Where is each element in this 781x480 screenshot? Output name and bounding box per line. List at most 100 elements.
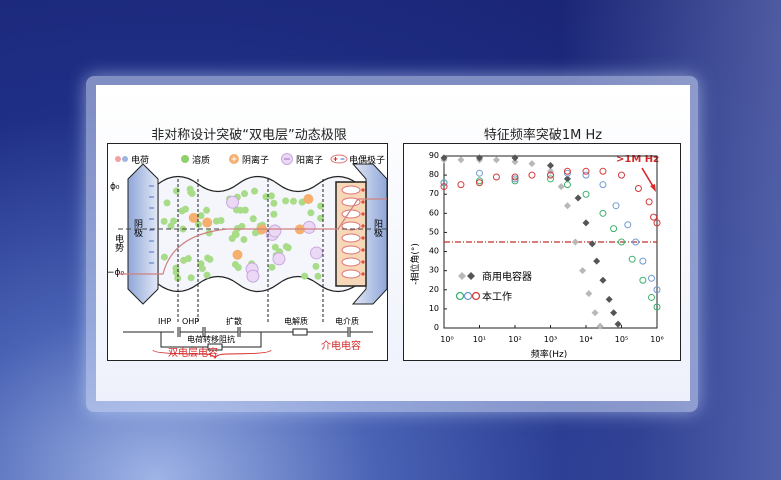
solute-particle (172, 187, 180, 195)
surface-charge (361, 260, 365, 264)
data-point (579, 267, 587, 275)
solute-particle (238, 222, 246, 230)
y-tick-label: 10 (429, 304, 439, 313)
y-tick-label: 60 (429, 208, 439, 217)
solute-particle (237, 206, 245, 214)
data-point (653, 219, 661, 227)
solute-particle (301, 272, 309, 280)
solute-particle (270, 199, 278, 207)
data-point (476, 169, 483, 177)
y-tick-label: 70 (429, 189, 439, 198)
dipole (341, 257, 361, 267)
legend-marker-diamond (458, 272, 466, 280)
y-axis-label: -相位角(°) (409, 243, 421, 285)
data-point (585, 290, 593, 298)
anion-particle (232, 249, 243, 260)
legend-label-commercial: 商用电容器 (482, 270, 532, 283)
legend-label-this-work: 本工作 (482, 290, 512, 303)
solute-particle (267, 192, 275, 200)
solute-particle (212, 217, 220, 225)
data-point (599, 209, 607, 217)
annotation-arrowhead (650, 184, 656, 192)
data-point (440, 154, 448, 162)
data-point (511, 177, 519, 185)
solute-particle (289, 197, 297, 205)
edl-capacitance-label: 双电层电容 (168, 348, 218, 359)
data-point (563, 181, 571, 189)
surface-charge (361, 212, 365, 216)
data-point (653, 286, 661, 294)
phi-bottom-label: −ϕ₀ (108, 268, 124, 278)
solute-particle (240, 235, 248, 243)
surface-charge (361, 236, 365, 240)
charge-transfer-label: 电荷转移阻抗 (187, 334, 235, 344)
solute-particle (197, 260, 205, 268)
data-point (610, 225, 618, 233)
solute-particle (203, 271, 211, 279)
data-point (547, 162, 554, 170)
data-point (563, 175, 571, 183)
legend-marker-circle (463, 291, 473, 301)
data-point (476, 154, 483, 162)
region-label: IHP (158, 317, 171, 326)
dipole (341, 197, 361, 207)
x-tick-label: 10⁶ (650, 335, 663, 344)
solute-particle (195, 220, 203, 228)
y-tick-label: 40 (429, 247, 439, 256)
data-point (511, 173, 519, 181)
x-tick-label: 10² (508, 335, 521, 344)
potential-label: 电势 (113, 233, 124, 253)
y-tick-label: 0 (434, 323, 439, 332)
solute-particle (186, 185, 194, 193)
data-point (511, 175, 519, 183)
solute-particle (181, 205, 189, 213)
data-point (563, 167, 571, 175)
data-point (547, 171, 554, 179)
data-point (511, 158, 519, 166)
surface-charge (361, 272, 365, 276)
anion-particle (303, 194, 314, 205)
data-point (599, 167, 607, 175)
data-point (457, 156, 465, 164)
data-point (632, 238, 640, 246)
cation-particle (268, 224, 282, 238)
dipole-icon (330, 154, 348, 164)
dipole (341, 185, 361, 195)
cation-icon (281, 153, 293, 165)
solute-particle (314, 272, 322, 280)
solute-particle (249, 215, 257, 223)
solute-particle (307, 209, 315, 217)
solute-particle (203, 206, 211, 214)
solute-particle (204, 254, 212, 262)
data-point (582, 190, 590, 198)
data-point (492, 173, 500, 181)
data-point (634, 184, 642, 192)
solute-particle (282, 243, 290, 251)
legend-marker-diamond (467, 272, 475, 280)
data-point (440, 183, 448, 191)
particles (149, 185, 365, 283)
data-point (528, 160, 536, 168)
anion-particle (188, 212, 199, 223)
y-tick-label: 90 (429, 151, 439, 160)
data-point (591, 309, 599, 317)
legend: 电荷 溶质 阴离子 阳离子 电偶极子 (115, 153, 385, 166)
data-point (618, 238, 625, 246)
data-point (650, 213, 658, 221)
region-dividers (177, 179, 324, 324)
x-tick-label: 10³ (544, 335, 557, 344)
data-point (599, 276, 607, 284)
dielectric-capacitance-label: 介电电容 (321, 339, 361, 352)
data-point (547, 175, 554, 183)
data-point (599, 181, 607, 189)
solute-particle (197, 212, 205, 220)
solute-particle (180, 256, 188, 264)
data-point (476, 179, 483, 187)
data-point (645, 198, 653, 206)
data-point (476, 177, 483, 185)
cation-particle (226, 195, 240, 209)
region-label: 电解质 (284, 316, 308, 326)
data-point (648, 293, 656, 301)
data-point (588, 240, 596, 248)
x-tick-label: 10⁴ (579, 335, 592, 344)
